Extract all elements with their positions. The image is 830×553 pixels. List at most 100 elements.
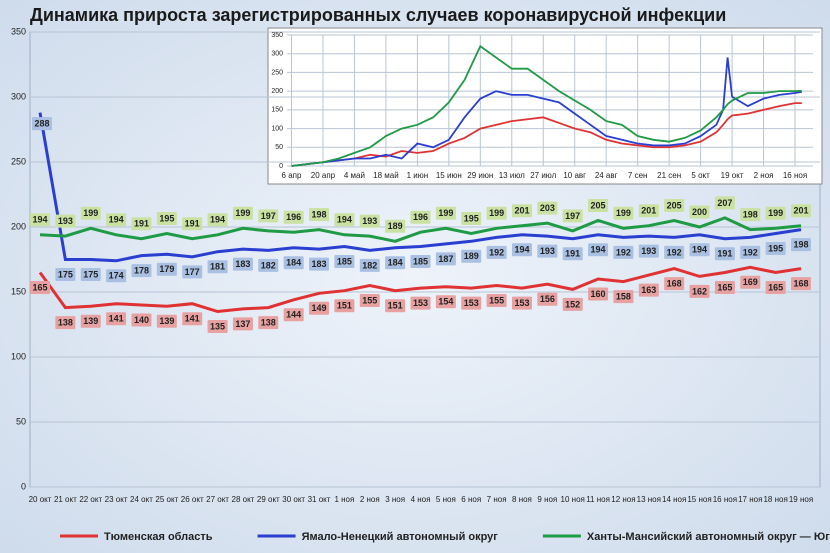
value-label-box (80, 268, 101, 281)
value-label-box (740, 245, 761, 259)
x-tick-label: 27 июл (530, 171, 556, 180)
value-label-box (613, 290, 634, 304)
value-label-box (689, 243, 710, 257)
value-label-box (435, 206, 456, 220)
x-tick-label: 19 ноя (789, 495, 813, 504)
value-label-box (765, 206, 786, 220)
x-tick-label: 20 окт (29, 495, 52, 504)
value-label-box (740, 275, 761, 289)
value-label: 194 (514, 245, 529, 255)
value-label: 175 (83, 269, 98, 279)
value-label: 183 (235, 259, 250, 269)
value-label-box (106, 213, 127, 227)
value-label: 182 (261, 260, 276, 270)
value-label-box (359, 258, 380, 272)
value-label: 140 (134, 315, 149, 325)
value-label-box (207, 320, 228, 333)
value-label: 135 (210, 321, 225, 331)
value-label-box (486, 294, 507, 307)
value-label: 178 (134, 265, 149, 275)
x-tick-label: 26 окт (181, 495, 204, 504)
series-line (38, 112, 802, 263)
x-tick-label: 3 ноя (385, 495, 405, 504)
value-label: 187 (438, 254, 453, 264)
value-label: 139 (83, 316, 98, 326)
value-label-box (232, 257, 253, 271)
value-label-box (410, 210, 431, 224)
value-label-box (562, 297, 583, 311)
x-tick-label: 15 ноя (687, 495, 711, 504)
x-tick-label: 30 окт (282, 495, 305, 504)
value-label-box (791, 204, 811, 218)
value-label-box (359, 294, 380, 307)
value-label: 197 (261, 211, 276, 221)
value-label-box (537, 292, 558, 306)
x-tick-label: 31 окт (308, 495, 331, 504)
value-label-box (309, 301, 330, 315)
value-label-box (486, 245, 507, 259)
value-label-box (435, 295, 456, 309)
x-tick-label: 10 авг (563, 171, 586, 180)
value-label-box (537, 244, 558, 258)
value-label-box (106, 312, 127, 326)
value-label-box (283, 210, 304, 224)
value-label-box (309, 257, 330, 271)
value-label: 169 (743, 277, 758, 287)
value-label-box (131, 217, 152, 231)
series-line (291, 102, 802, 167)
value-label: 168 (793, 278, 808, 288)
value-label-box (765, 242, 786, 255)
y-tick-label: 200 (271, 88, 283, 95)
value-label: 199 (235, 208, 250, 218)
value-label: 194 (32, 215, 47, 225)
value-label-box (283, 256, 304, 270)
value-label-box (32, 117, 52, 131)
y-tick-label: 350 (271, 32, 283, 39)
value-label: 139 (159, 316, 174, 326)
x-tick-label: 23 окт (105, 495, 128, 504)
value-label: 191 (185, 219, 200, 229)
value-label-box (638, 244, 659, 258)
value-label-box (588, 287, 609, 301)
value-label: 184 (388, 258, 403, 268)
y-tick-label: 150 (11, 286, 26, 296)
y-tick-label: 300 (271, 51, 283, 58)
value-label: 181 (210, 262, 225, 272)
x-tick-label: 24 окт (130, 495, 153, 504)
x-tick-label: 16 ноя (783, 171, 807, 180)
value-label-box (791, 238, 811, 252)
x-tick-label: 10 ноя (561, 495, 585, 504)
value-label: 199 (83, 208, 98, 218)
inset-box (267, 27, 823, 185)
value-label-box (714, 247, 735, 261)
x-tick-label: 11 ноя (586, 495, 610, 504)
y-tick-label: 250 (271, 69, 283, 76)
series-line (291, 44, 802, 167)
value-label: 156 (540, 294, 555, 304)
value-label-box (740, 208, 761, 222)
value-label: 207 (717, 198, 732, 208)
value-label: 198 (743, 209, 758, 219)
value-label-box (182, 265, 203, 279)
x-tick-label: 21 сен (657, 171, 681, 180)
value-label: 194 (692, 245, 707, 255)
value-label-box (461, 249, 482, 263)
x-tick-label: 7 сен (628, 171, 648, 180)
value-label-box (511, 296, 532, 310)
value-label: 184 (286, 258, 301, 268)
x-tick-label: 2 ноя (360, 495, 380, 504)
value-label-box (80, 206, 101, 220)
legend-label: Ямало-Ненецкий автономный округ (302, 531, 499, 543)
value-label: 201 (641, 206, 656, 216)
value-label-box (385, 299, 406, 313)
value-label-box (182, 217, 203, 231)
value-label: 195 (768, 243, 783, 253)
value-label: 199 (489, 208, 504, 218)
y-tick-label: 350 (11, 26, 26, 36)
value-label: 152 (565, 299, 580, 309)
value-label-box (359, 214, 380, 228)
value-label: 195 (159, 213, 174, 223)
legend-label: Ханты-Мансийский автономный округ — Югра (587, 531, 830, 543)
value-label: 199 (438, 208, 453, 218)
x-tick-label: 13 ноя (637, 495, 661, 504)
